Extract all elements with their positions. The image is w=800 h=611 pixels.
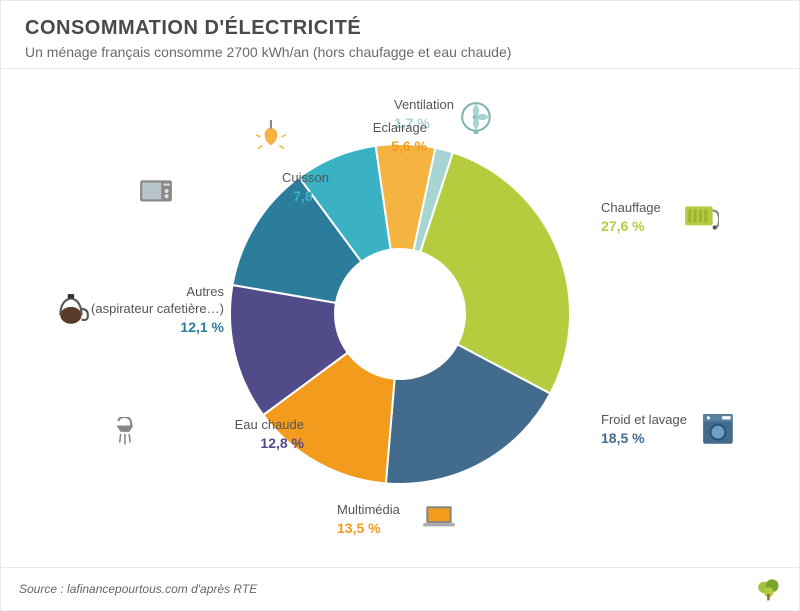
laptop-icon [421,502,457,543]
label-name-cuisson: Cuisson [189,170,329,187]
tree-logo-icon [755,576,781,602]
label-name-autres: Autres [84,284,224,301]
label-autres: Autres(aspirateur cafetière…)12,1 % [84,284,224,336]
label-eclairage: Eclairage5,6 % [287,120,427,155]
radiator-icon [683,200,719,241]
label-froid: Froid et lavage18,5 % [601,412,687,447]
label-name-chauffage: Chauffage [601,200,661,217]
bulb-icon [254,120,290,161]
label-pct-froid: 18,5 % [601,429,687,447]
page-title: CONSOMMATION D'ÉLECTRICITÉ [25,17,775,40]
shower-icon [108,417,144,458]
label-name-eclairage: Eclairage [287,120,427,137]
label-name-froid: Froid et lavage [601,412,687,429]
fan-icon [459,100,495,141]
washer-icon [701,412,737,453]
microwave-icon [138,174,174,215]
footer: Source : lafinancepourtous.com d'après R… [1,567,799,610]
label-name-autres: (aspirateur cafetière…) [84,301,224,318]
label-name-eau_chaude: Eau chaude [164,417,304,434]
label-cuisson: Cuisson7,8 % [189,170,329,205]
chart-area: Ventilation1,7 %Chauffage27,6 %Froid et … [1,69,799,559]
header: CONSOMMATION D'ÉLECTRICITÉ Un ménage fra… [1,1,799,69]
label-pct-autres: 12,1 % [84,318,224,336]
label-pct-eau_chaude: 12,8 % [164,434,304,452]
label-multimedia: Multimédia13,5 % [337,502,400,537]
label-pct-multimedia: 13,5 % [337,519,400,537]
coffeepot-icon [54,292,90,333]
donut-hole [335,249,465,379]
label-name-multimedia: Multimédia [337,502,400,519]
label-eau_chaude: Eau chaude12,8 % [164,417,304,452]
label-name-ventilation: Ventilation [394,97,454,114]
label-chauffage: Chauffage27,6 % [601,200,661,235]
label-pct-chauffage: 27,6 % [601,217,661,235]
source-text: Source : lafinancepourtous.com d'après R… [19,582,257,596]
label-pct-eclairage: 5,6 % [287,137,427,155]
label-pct-cuisson: 7,8 % [189,187,329,205]
page-subtitle: Un ménage français consomme 2700 kWh/an … [25,44,775,60]
